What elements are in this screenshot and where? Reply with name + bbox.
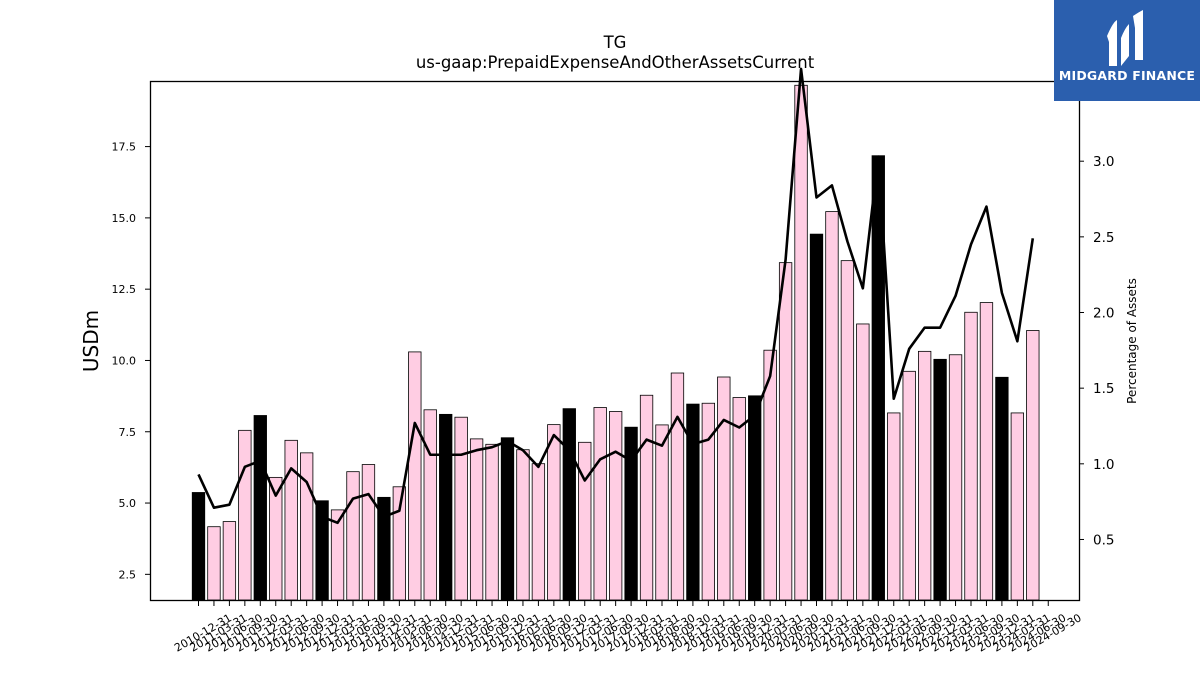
y2-tick-label: 0.5: [1093, 532, 1114, 548]
chart-title: TG: [603, 33, 627, 52]
bar-2013-06-30: [346, 471, 360, 601]
y-axis-label: USDm: [79, 310, 103, 372]
y2-tick-label: 2.0: [1093, 306, 1114, 322]
y-tick-label: 5.0: [119, 497, 137, 510]
bar-2018-06-30: [655, 424, 669, 601]
y-tick-label: 2.5: [119, 568, 137, 581]
bar-2018-12-31: [686, 403, 700, 601]
x-axis: 2010-12-312011-03-312011-06-302011-09-30…: [172, 600, 1084, 655]
left-axis: 2.5 5.0 7.5 10.0 12.5 15.0 17.5: [112, 141, 150, 581]
y-tick-label: 17.5: [112, 141, 137, 154]
bar-2022-03-31: [887, 412, 901, 601]
percentage-line: [197, 67, 1035, 525]
midgard-logo-icon: [1107, 10, 1143, 66]
bar-2023-03-31: [948, 354, 963, 601]
bar-2013-09-30: [361, 464, 376, 601]
plot-frame: [149, 80, 1081, 602]
bar-2016-12-31: [562, 408, 576, 601]
bar-2011-09-30: [238, 429, 252, 601]
y2-axis-label: Percentage of Assets: [1125, 278, 1139, 404]
bar-2012-09-30: [299, 452, 314, 601]
chart-subtitle: us-gaap:PrepaidExpenseAndOtherAssetsCurr…: [416, 53, 815, 72]
bar-2021-09-30: [856, 323, 870, 601]
bar-2010-12-31: [191, 492, 206, 601]
bar-2011-06-30: [222, 521, 237, 601]
bar-2016-03-31: [516, 449, 530, 601]
bar-2019-06-30: [717, 376, 731, 601]
bar-2011-03-31: [207, 526, 221, 601]
bar-2014-12-31: [439, 413, 453, 601]
bar-2022-09-30: [918, 350, 932, 601]
bar-2019-12-31: [748, 395, 762, 601]
bar-2016-09-30: [547, 424, 561, 601]
bar-2024-06-30: [1026, 330, 1040, 601]
bar-2017-03-31: [578, 441, 592, 601]
y2-tick-label: 1.0: [1093, 457, 1114, 473]
bar-2023-09-30: [979, 302, 994, 601]
bar-2017-06-30: [593, 407, 607, 601]
y2-tick-label: 2.5: [1093, 230, 1114, 246]
y2-tick-label: 1.5: [1093, 381, 1114, 397]
y-tick-label: 15.0: [112, 212, 137, 225]
bar-2022-06-30: [902, 370, 916, 601]
bar-2022-12-31: [933, 358, 947, 601]
y-tick-label: 10.0: [112, 354, 137, 367]
bar-2015-12-31: [500, 437, 515, 601]
y-tick-label: 7.5: [119, 426, 137, 439]
bar-2012-06-30: [284, 439, 298, 601]
bar-2020-06-30: [778, 262, 793, 601]
y2-tick-label: 3.0: [1093, 154, 1114, 170]
bar-2018-03-31: [639, 394, 654, 601]
brand-badge: MIDGARD FINANCE: [1054, 0, 1200, 101]
bar-2017-09-30: [609, 411, 623, 601]
bar-2023-06-30: [964, 311, 978, 601]
bar-2015-06-30: [469, 438, 484, 601]
bar-2014-06-30: [408, 351, 422, 601]
brand-name: MIDGARD FINANCE: [1058, 68, 1196, 83]
bar-2020-12-31: [809, 233, 824, 601]
bar-2020-09-30: [794, 84, 808, 601]
bars-layer: [191, 84, 1040, 601]
bar-2023-12-31: [995, 376, 1009, 601]
bar-2021-06-30: [840, 260, 855, 601]
right-axis: 0.5 1.0 1.5 2.0 2.5 3.0: [1079, 154, 1114, 548]
bar-2021-03-31: [825, 211, 839, 601]
bar-2015-09-30: [485, 443, 499, 601]
bar-2024-03-31: [1010, 412, 1024, 601]
bar-2011-12-31: [253, 415, 267, 601]
y-tick-label: 12.5: [112, 283, 137, 296]
bar-2015-03-31: [454, 416, 468, 601]
bar-2018-09-30: [670, 372, 685, 601]
bar-2016-06-30: [531, 463, 546, 601]
bar-2014-09-30: [423, 409, 437, 601]
bar-2013-12-31: [377, 496, 391, 601]
